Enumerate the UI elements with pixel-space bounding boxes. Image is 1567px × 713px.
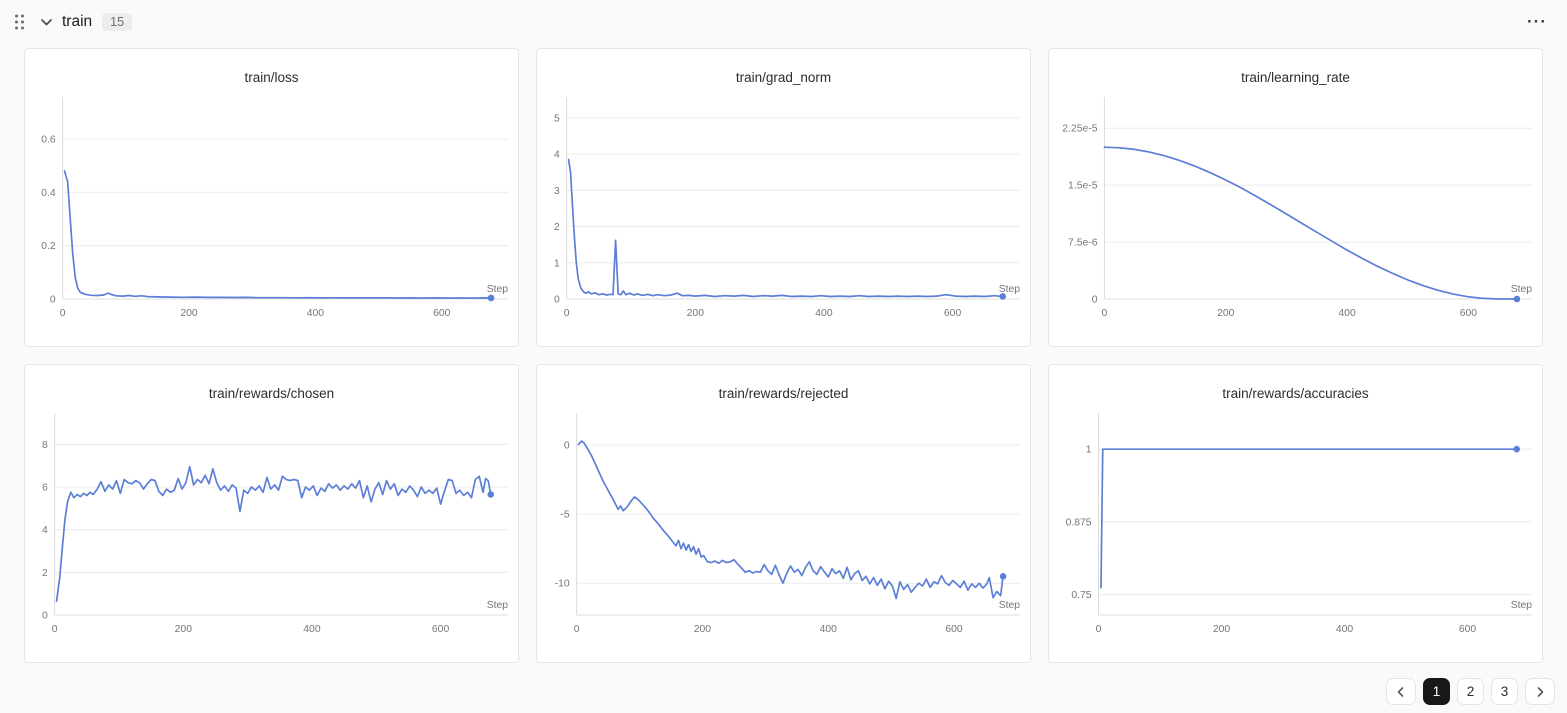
svg-text:600: 600 bbox=[432, 624, 450, 635]
svg-text:200: 200 bbox=[175, 624, 193, 635]
svg-text:2: 2 bbox=[42, 568, 48, 579]
prev-page-button[interactable] bbox=[1386, 678, 1416, 705]
chevron-down-icon[interactable] bbox=[41, 18, 52, 26]
svg-text:200: 200 bbox=[180, 308, 198, 319]
svg-text:0: 0 bbox=[564, 441, 570, 452]
svg-text:0: 0 bbox=[50, 294, 56, 305]
svg-text:400: 400 bbox=[815, 308, 833, 319]
line-chart[interactable]: 0.75 0.875 1 0 200 400 600 Step bbox=[1049, 409, 1542, 649]
line-chart[interactable]: 0 2 4 6 8 0 200 400 600 Step bbox=[25, 409, 518, 649]
line-chart[interactable]: 0 0.2 0.4 0.6 0 200 400 600 Step bbox=[25, 93, 518, 333]
svg-text:600: 600 bbox=[1459, 624, 1477, 635]
svg-text:1: 1 bbox=[554, 258, 560, 269]
svg-text:4: 4 bbox=[554, 150, 560, 161]
chart-title: train/rewards/accuracies bbox=[1222, 386, 1369, 401]
svg-text:600: 600 bbox=[433, 308, 451, 319]
drag-handle-icon[interactable] bbox=[14, 13, 26, 31]
svg-text:3: 3 bbox=[554, 186, 560, 197]
chevron-right-icon bbox=[1537, 686, 1544, 697]
svg-text:200: 200 bbox=[687, 308, 705, 319]
svg-text:400: 400 bbox=[1336, 624, 1354, 635]
svg-text:0.6: 0.6 bbox=[41, 134, 56, 145]
svg-text:0.75: 0.75 bbox=[1071, 590, 1091, 601]
page-button-2[interactable]: 2 bbox=[1457, 678, 1484, 705]
section-title: train bbox=[62, 13, 93, 30]
panel-train-rewards-accuracies: train/rewards/accuracies 0.75 0.875 1 0 200 4… bbox=[1048, 364, 1543, 663]
svg-text:2: 2 bbox=[554, 222, 560, 233]
svg-text:Step: Step bbox=[1511, 284, 1533, 295]
line-chart[interactable]: 0 7.5e-6 1.5e-5 2.25e-5 0 200 400 600 Step bbox=[1049, 93, 1542, 333]
ellipsis-menu-button[interactable]: ··· bbox=[1527, 12, 1547, 31]
panel-train-learning-rate: train/learning_rate 0 7.5e-6 1.5e-5 2.25e-5… bbox=[1048, 48, 1543, 347]
chart-title: train/learning_rate bbox=[1241, 70, 1350, 85]
svg-text:0: 0 bbox=[1096, 624, 1102, 635]
svg-text:400: 400 bbox=[820, 624, 838, 635]
svg-text:0.875: 0.875 bbox=[1066, 517, 1092, 528]
next-page-button[interactable] bbox=[1525, 678, 1555, 705]
chevron-left-icon bbox=[1397, 686, 1404, 697]
svg-text:200: 200 bbox=[1217, 308, 1235, 319]
svg-text:0: 0 bbox=[1102, 308, 1108, 319]
panel-train-rewards-rejected: train/rewards/rejected 0 -5 -10 0 200 400 600 S… bbox=[536, 364, 1031, 663]
section-header: train 15 ··· bbox=[0, 0, 1567, 44]
svg-text:2.25e-5: 2.25e-5 bbox=[1062, 124, 1097, 135]
svg-text:600: 600 bbox=[1460, 308, 1478, 319]
svg-text:0: 0 bbox=[574, 624, 580, 635]
svg-text:Step: Step bbox=[487, 600, 509, 611]
panel-grid: train/loss 0 0.2 0.4 0.6 0 200 400 600 Step trai… bbox=[0, 44, 1567, 663]
svg-text:200: 200 bbox=[1213, 624, 1231, 635]
svg-text:6: 6 bbox=[42, 482, 48, 493]
chart-title: train/rewards/chosen bbox=[208, 386, 335, 401]
svg-text:600: 600 bbox=[944, 308, 962, 319]
chart-title: train/loss bbox=[244, 70, 299, 85]
svg-text:4: 4 bbox=[42, 525, 48, 536]
svg-text:0: 0 bbox=[1092, 294, 1098, 305]
panel-train-grad-norm: train/grad_norm 0 1 2 3 4 5 0 200 400 600 Step bbox=[536, 48, 1031, 347]
svg-text:Step: Step bbox=[999, 284, 1021, 295]
svg-text:Step: Step bbox=[487, 284, 509, 295]
svg-text:1.5e-5: 1.5e-5 bbox=[1068, 181, 1098, 192]
svg-text:0: 0 bbox=[42, 610, 48, 621]
line-chart[interactable]: 0 -5 -10 0 200 400 600 Step bbox=[537, 409, 1030, 649]
svg-text:400: 400 bbox=[307, 308, 325, 319]
svg-text:0: 0 bbox=[564, 308, 570, 319]
svg-text:400: 400 bbox=[1338, 308, 1356, 319]
line-chart[interactable]: 0 1 2 3 4 5 0 200 400 600 Step bbox=[537, 93, 1030, 333]
page-button-1[interactable]: 1 bbox=[1423, 678, 1450, 705]
svg-text:-10: -10 bbox=[555, 579, 570, 590]
svg-text:1: 1 bbox=[1086, 445, 1092, 456]
svg-text:0.4: 0.4 bbox=[41, 188, 56, 199]
chart-title: train/rewards/rejected bbox=[718, 386, 849, 401]
svg-text:400: 400 bbox=[303, 624, 321, 635]
svg-text:0: 0 bbox=[52, 624, 58, 635]
svg-text:0.2: 0.2 bbox=[41, 241, 56, 252]
svg-text:Step: Step bbox=[999, 600, 1021, 611]
svg-text:Step: Step bbox=[1511, 600, 1533, 611]
svg-text:8: 8 bbox=[42, 440, 48, 451]
svg-text:0: 0 bbox=[554, 294, 560, 305]
panel-count-badge: 15 bbox=[102, 13, 133, 31]
chart-title: train/grad_norm bbox=[735, 70, 832, 85]
svg-text:7.5e-6: 7.5e-6 bbox=[1068, 238, 1098, 249]
svg-text:200: 200 bbox=[694, 624, 712, 635]
svg-text:5: 5 bbox=[554, 113, 560, 124]
svg-text:-5: -5 bbox=[560, 510, 569, 521]
panel-train-rewards-chosen: train/rewards/chosen 0 2 4 6 8 0 200 400 600 Step bbox=[24, 364, 519, 663]
pagination: 1 2 3 bbox=[0, 663, 1567, 705]
svg-text:0: 0 bbox=[60, 308, 66, 319]
svg-text:600: 600 bbox=[945, 624, 963, 635]
panel-train-loss: train/loss 0 0.2 0.4 0.6 0 200 400 600 Step bbox=[24, 48, 519, 347]
page-button-3[interactable]: 3 bbox=[1491, 678, 1518, 705]
